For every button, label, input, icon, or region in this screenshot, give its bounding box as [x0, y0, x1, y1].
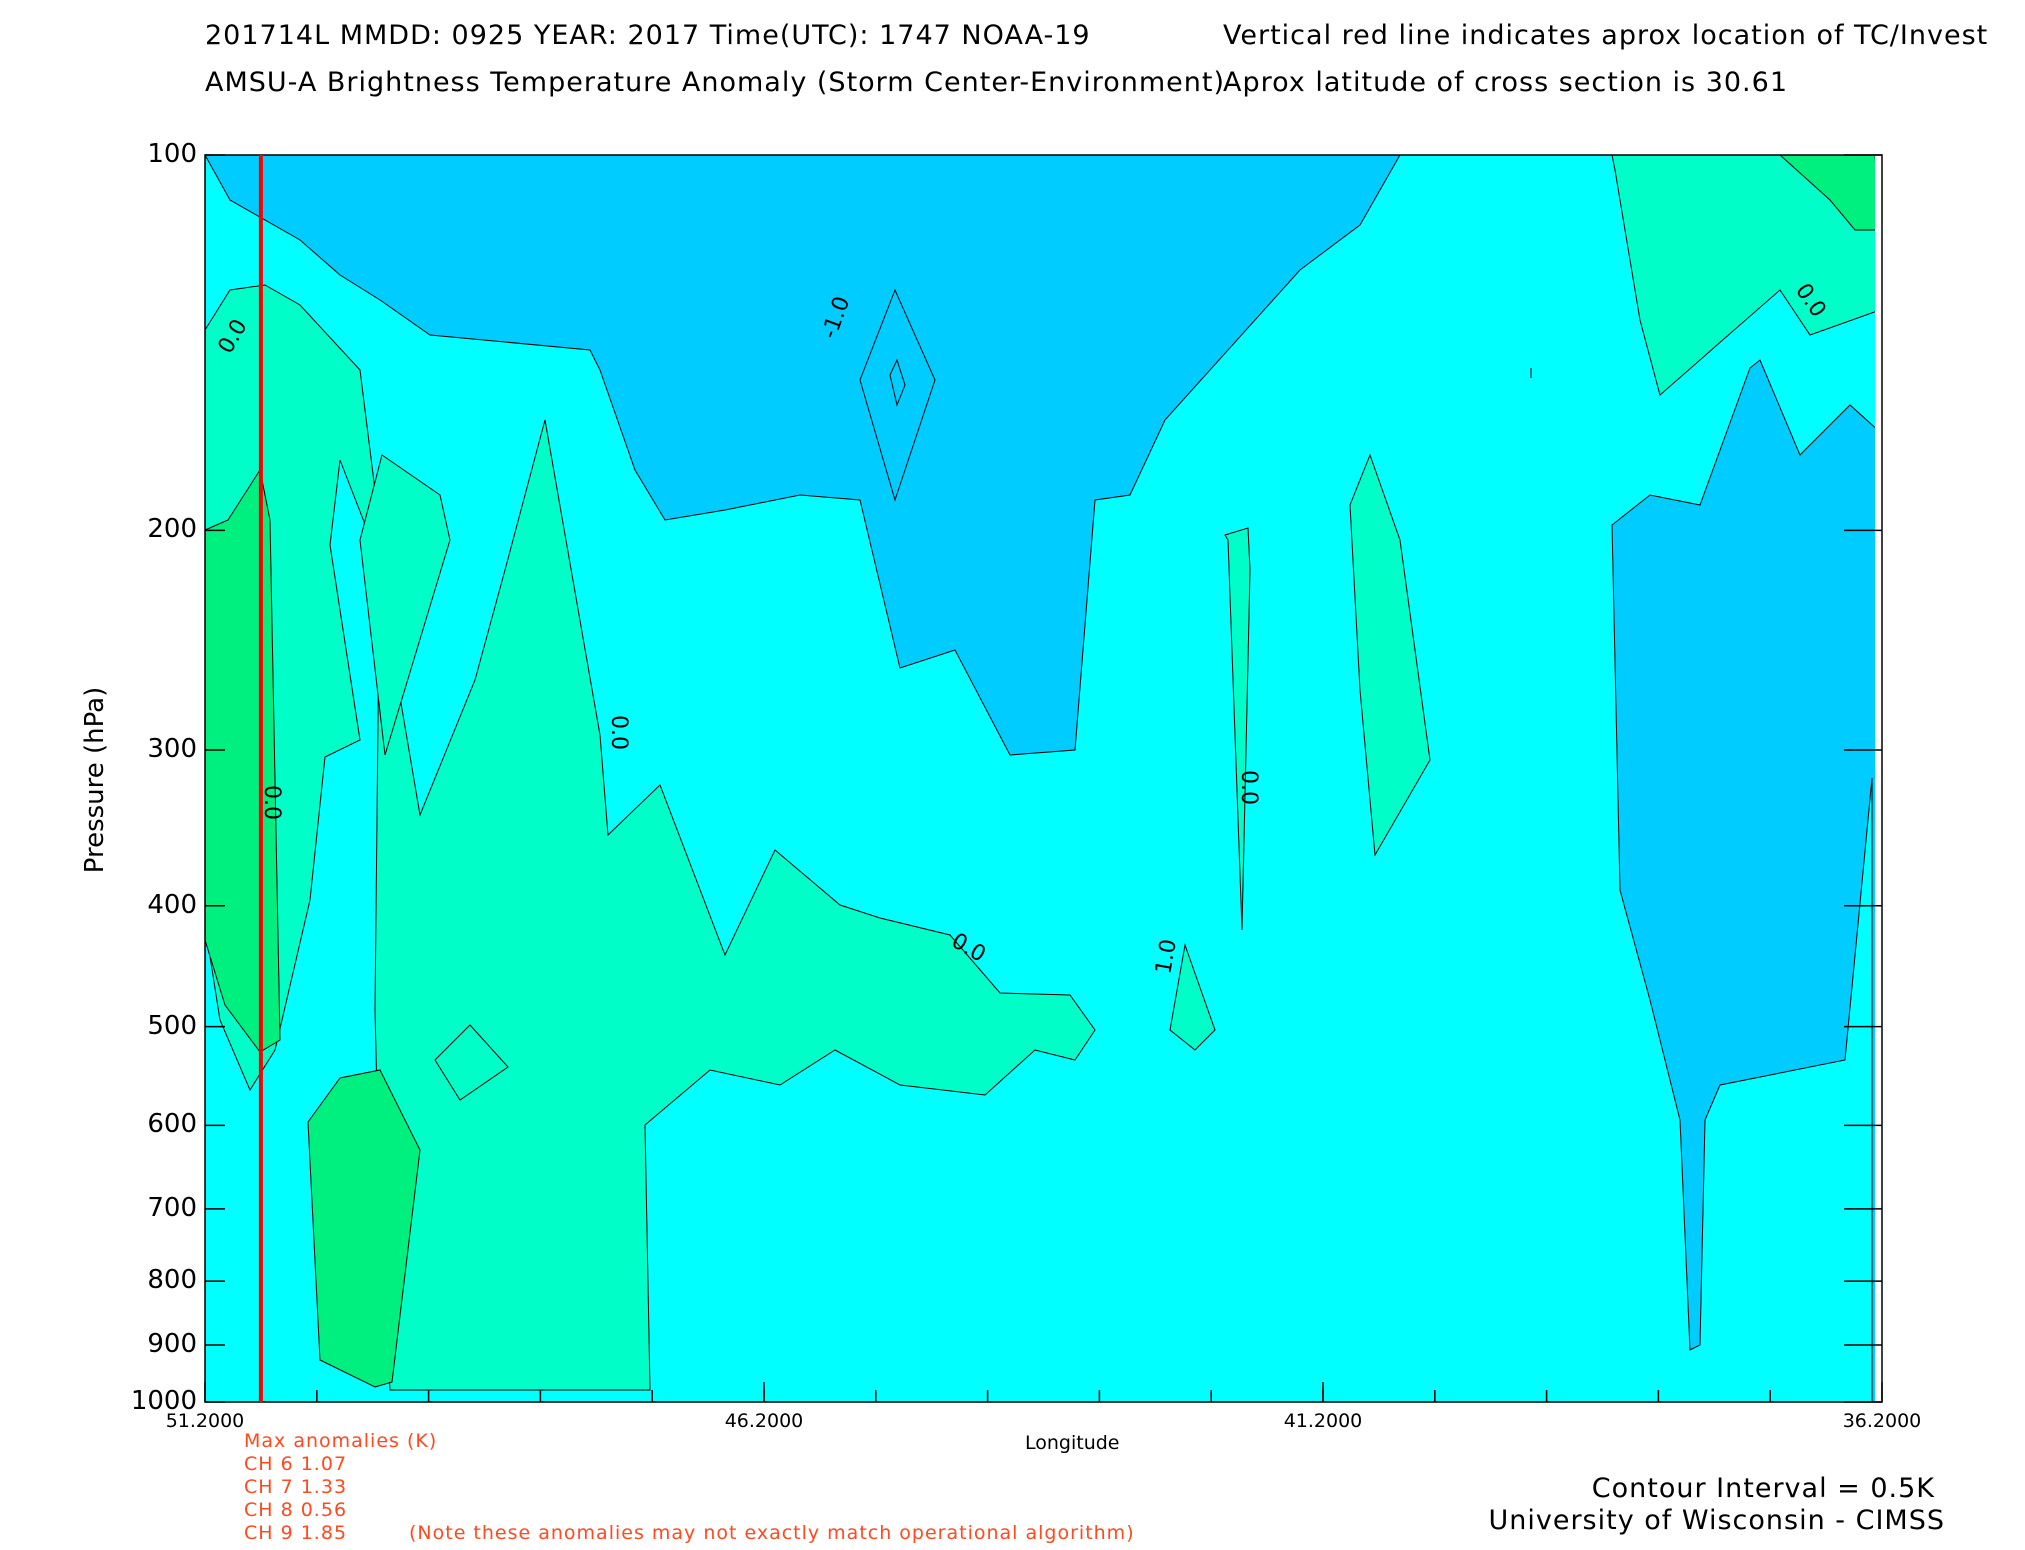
- contour-label: 0.0: [606, 715, 631, 750]
- y-tick-label: 900: [147, 1328, 197, 1359]
- contour-label: 1.0: [1151, 937, 1182, 976]
- y-tick-label: 100: [147, 139, 197, 169]
- positive-region-mid-1: [359, 454, 451, 756]
- negative-region-top: [204, 154, 1401, 756]
- anomalies-title: Max anomalies (K): [244, 1430, 438, 1452]
- minor-contour-2: [889, 358, 906, 407]
- x-tick-label: 36.2000: [1842, 1410, 1922, 1432]
- header-line1-right: Vertical red line indicates aprox locati…: [1223, 20, 1989, 51]
- anomaly-ch9: CH 9 1.85: [244, 1522, 348, 1544]
- blank-margin: [1875, 155, 1882, 1402]
- anomaly-ch7: CH 7 1.33: [244, 1476, 348, 1498]
- minor-contour-1: [859, 288, 936, 502]
- x-tick-label: 51.2000: [165, 1410, 245, 1432]
- negative-regions: [204, 154, 1883, 1403]
- anomaly-ch8: CH 8 0.56: [244, 1499, 348, 1521]
- header-line1-left: 201714L MMDD: 0925 YEAR: 2017 Time(UTC):…: [205, 20, 1091, 51]
- positive-region-mid-3: [1224, 527, 1251, 931]
- positive-region-mid-2: [1349, 453, 1431, 857]
- anomaly-ch6: CH 6 1.07: [244, 1453, 348, 1475]
- positive-regions: [204, 154, 1881, 1391]
- strong-positive-region-2: [307, 1069, 421, 1388]
- positive-region-mid-5: [1169, 943, 1216, 1051]
- x-tick-label: 41.2000: [1283, 1410, 1363, 1432]
- y-tick-label: 300: [147, 733, 197, 764]
- y-tick-label: 800: [147, 1265, 197, 1296]
- y-tick-label: 600: [147, 1109, 197, 1140]
- minor-contours: [859, 288, 1532, 502]
- contour-label: 0.0: [259, 785, 284, 820]
- x-tick-label: 46.2000: [724, 1410, 804, 1432]
- y-tick-label: 500: [147, 1010, 197, 1041]
- anomalies-note: (Note these anomalies may not exactly ma…: [409, 1522, 1135, 1544]
- y-tick-label: 400: [147, 889, 197, 920]
- header-line2-right: Aprox latitude of cross section is 30.61: [1223, 67, 1788, 98]
- header-line2-left: AMSU-A Brightness Temperature Anomaly (S…: [205, 67, 1226, 98]
- contour-interval: Contour Interval = 0.5K: [1591, 1473, 1935, 1504]
- y-tick-label: 200: [147, 514, 197, 545]
- plot-frame: [204, 154, 1883, 1403]
- axis-ticks: [204, 154, 1883, 1403]
- y-tick-label: 700: [147, 1192, 197, 1223]
- positive-region-mid-4: [434, 1024, 509, 1101]
- contour-label: 0.0: [1236, 770, 1261, 805]
- strong-positive-region-1: [204, 468, 281, 1053]
- x-axis-label: Longitude: [1025, 1432, 1120, 1454]
- y-tick-label: 1000: [130, 1386, 197, 1416]
- y-axis-label: Pressure (hPa): [80, 686, 110, 874]
- credit: University of Wisconsin - CIMSS: [1488, 1505, 1945, 1536]
- negative-region-right: [1611, 359, 1883, 1403]
